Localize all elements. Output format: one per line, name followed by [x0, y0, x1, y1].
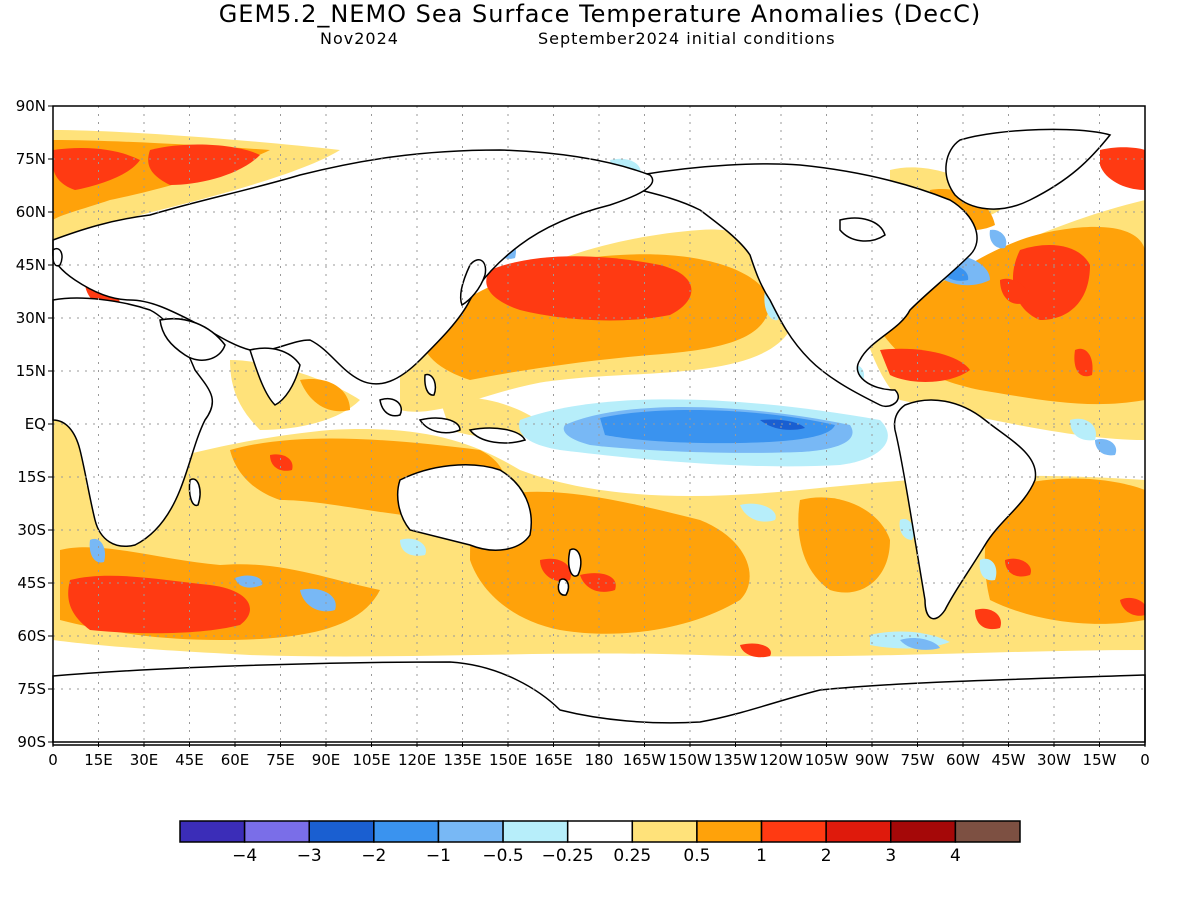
lon-label: 60E: [220, 751, 250, 769]
lat-label: 75N: [15, 150, 46, 168]
colorbar-label: −0.25: [541, 846, 594, 866]
lat-label: 30N: [15, 309, 46, 327]
lat-label: 60S: [17, 627, 46, 645]
lon-label: 15E: [84, 751, 113, 769]
lat-label: 60N: [15, 203, 46, 221]
lon-label: 165E: [534, 751, 573, 769]
colorbar-label: −2: [361, 846, 387, 866]
lat-label: 30S: [17, 521, 46, 539]
lat-label: 15S: [17, 468, 46, 486]
lon-label: 30E: [129, 751, 159, 769]
colorbar-label: −1: [425, 846, 451, 866]
initial-conditions: September2024 initial conditions: [538, 29, 836, 48]
colorbar-swatch: [373, 820, 440, 843]
lon-label: 45E: [175, 751, 204, 769]
lat-label: 90S: [17, 733, 46, 751]
lon-label: 180: [584, 751, 614, 769]
colorbar: [179, 820, 1021, 843]
axis-ticks: [48, 105, 1146, 747]
lon-label: 120W: [759, 751, 803, 769]
colorbar-swatch: [890, 820, 957, 843]
colorbar-swatch: [179, 820, 246, 843]
lon-label: 15W: [1082, 751, 1117, 769]
lon-label: 150E: [488, 751, 528, 769]
lon-label: 165W: [622, 751, 667, 769]
lon-label: 45W: [991, 751, 1026, 769]
colorbar-label: 0.5: [683, 846, 711, 866]
colorbar-label: −4: [232, 846, 258, 866]
lon-label: 135W: [713, 751, 758, 769]
colorbar-label: 0.25: [613, 846, 652, 866]
colorbar-swatch: [825, 820, 892, 843]
lat-label: 45S: [17, 574, 46, 592]
lat-label: 75S: [17, 680, 46, 698]
map-title: GEM5.2_NEMO Sea Surface Temperature Anom…: [218, 0, 982, 28]
lat-label: 15N: [15, 362, 46, 380]
lon-label: 105E: [352, 751, 391, 769]
colorbar-label: −3: [296, 846, 322, 866]
lon-label: 75W: [900, 751, 935, 769]
lon-label: 90W: [855, 751, 889, 769]
lon-label: 30W: [1037, 751, 1071, 769]
lat-label: 45N: [15, 256, 46, 274]
colorbar-swatch: [760, 820, 827, 843]
colorbar-swatch: [308, 820, 375, 843]
colorbar-swatch: [437, 820, 504, 843]
colorbar-swatch: [631, 820, 698, 843]
lon-label: 150W: [668, 751, 712, 769]
lon-label: 0: [48, 751, 58, 769]
lat-label: EQ: [24, 415, 46, 433]
lon-label: 120E: [397, 751, 437, 769]
graticule: [53, 106, 1145, 742]
lon-label: 0: [1140, 751, 1150, 769]
lon-label: 60W: [946, 751, 980, 769]
lon-label: 90E: [311, 751, 341, 769]
colorbar-label: 1: [756, 846, 767, 866]
lon-label: 135E: [443, 751, 482, 769]
colorbar-label: 2: [820, 846, 832, 866]
colorbar-label: 3: [885, 846, 897, 866]
colorbar-swatch: [696, 820, 763, 843]
forecast-month: Nov2024: [320, 29, 399, 48]
lon-label: 105W: [804, 751, 849, 769]
colorbar-swatch: [566, 820, 634, 843]
colorbar-label: −0.5: [482, 846, 524, 866]
lat-label: 90N: [15, 97, 46, 115]
lon-label: 75E: [266, 751, 295, 769]
colorbar-swatch: [502, 820, 569, 843]
colorbar-swatch: [954, 820, 1021, 843]
colorbar-swatch: [243, 820, 310, 843]
colorbar-label: 4: [949, 846, 961, 866]
